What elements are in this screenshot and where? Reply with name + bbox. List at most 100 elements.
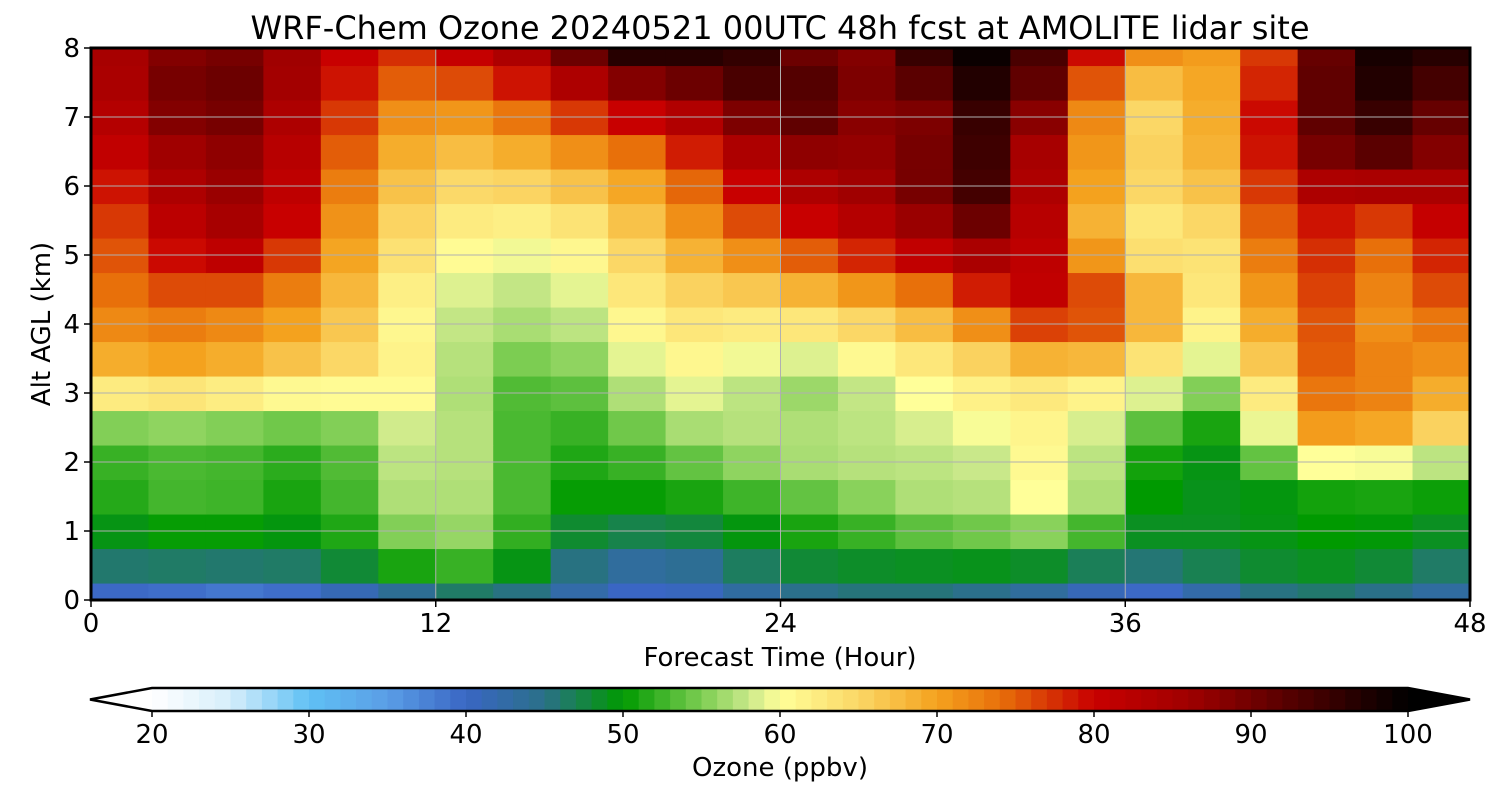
heatmap-cell: [263, 65, 322, 101]
heatmap-cell: [378, 582, 437, 601]
colorbar-cell: [889, 688, 907, 711]
heatmap-cell: [895, 134, 954, 170]
heatmap-cell: [1412, 48, 1471, 67]
heatmap-cell: [378, 341, 437, 377]
heatmap-cell: [91, 582, 150, 601]
heatmap-cell: [148, 203, 207, 239]
heatmap-cell: [435, 548, 495, 584]
heatmap-cell: [1067, 582, 1127, 601]
colorbar-cell: [591, 688, 608, 711]
colorbar-cell: [685, 688, 703, 711]
heatmap-cell: [1412, 65, 1471, 101]
heatmap-cell: [837, 272, 897, 308]
heatmap-cell: [1412, 548, 1471, 584]
heatmap-cell: [1182, 410, 1241, 446]
heatmap-cell: [952, 410, 1012, 446]
heatmap-cell: [780, 272, 839, 308]
colorbar-cell: [1172, 688, 1189, 711]
heatmap-cell: [608, 48, 667, 67]
heatmap-cell: [1240, 548, 1299, 584]
heatmap-cell: [665, 48, 724, 67]
colorbar-cell: [1125, 688, 1142, 711]
colorbar-cell: [1313, 688, 1331, 711]
heatmap-cell: [435, 479, 495, 515]
heatmap-cell: [320, 48, 380, 67]
heatmap-cell: [493, 582, 552, 601]
colorbar-cell: [1141, 688, 1158, 711]
heatmap-cell: [263, 548, 322, 584]
heatmap-cell: [608, 272, 667, 308]
colorbar-cell: [717, 688, 734, 711]
heatmap-cell: [1182, 134, 1241, 170]
colorbar-cell: [214, 688, 232, 711]
colorbar-cell: [230, 688, 247, 711]
y-tick-label: 7: [63, 103, 80, 133]
heatmap-cell: [780, 582, 839, 601]
colorbar-cell: [183, 688, 200, 711]
heatmap-cell: [1010, 272, 1069, 308]
colorbar-cell: [638, 688, 655, 711]
heatmap-cell: [895, 272, 954, 308]
heatmap-cell: [263, 48, 322, 67]
heatmap-cell: [1182, 341, 1241, 377]
heatmap-cell: [1240, 65, 1299, 101]
heatmap-cell: [1010, 548, 1069, 584]
heatmap-cell: [1412, 134, 1471, 170]
heatmap-cell: [493, 479, 552, 515]
heatmap-cell: [148, 410, 207, 446]
heatmap-cell: [1297, 479, 1356, 515]
heatmap-cell: [1010, 479, 1069, 515]
colorbar-tick-label: 90: [1234, 720, 1267, 750]
heatmap-cell: [837, 582, 897, 601]
colorbar-cell: [1251, 688, 1268, 711]
colorbar-cell: [1298, 688, 1315, 711]
heatmap-cell: [665, 582, 724, 601]
colorbar-cell: [1078, 688, 1095, 711]
heatmap-cell: [205, 341, 265, 377]
colorbar-cell: [1203, 688, 1221, 711]
heatmap-cell: [1412, 341, 1471, 377]
colorbar-cell: [1282, 688, 1299, 711]
x-axis-ticks: 0 12 24 36 48: [83, 600, 1487, 639]
heatmap-cell: [1067, 410, 1127, 446]
heatmap-cell: [780, 134, 839, 170]
heatmap-cell: [1125, 65, 1184, 101]
heatmap-cell: [952, 65, 1012, 101]
heatmap-cell: [320, 272, 380, 308]
heatmap-cell: [435, 203, 495, 239]
heatmap-cell: [952, 548, 1012, 584]
heatmap-cell: [837, 134, 897, 170]
colorbar: 20 30 40 50 60 70 80 90 100 Ozone (ppbv): [89, 686, 1471, 783]
heatmap-cell: [608, 134, 667, 170]
heatmap-cell: [263, 479, 322, 515]
heatmap-cell: [1125, 582, 1184, 601]
colorbar-cell: [607, 688, 624, 711]
heatmap-cell: [895, 203, 954, 239]
heatmap-cell: [493, 410, 552, 446]
heatmap-cell: [493, 272, 552, 308]
colorbar-cell: [309, 688, 326, 711]
heatmap-cell: [1010, 341, 1069, 377]
heatmap-cell: [1355, 548, 1414, 584]
colorbar-cell: [528, 688, 546, 711]
heatmap-cell: [837, 479, 897, 515]
heatmap-cell: [780, 479, 839, 515]
heatmap-cell: [378, 479, 437, 515]
heatmap-cell: [148, 548, 207, 584]
colorbar-cell: [1094, 688, 1111, 711]
heatmap-cell: [1355, 134, 1414, 170]
heatmap-cell: [263, 203, 322, 239]
heatmap-cell: [320, 341, 380, 377]
heatmap-cell: [723, 134, 782, 170]
heatmap-cell: [91, 65, 150, 101]
heatmap-cell: [608, 203, 667, 239]
heatmap-cell: [665, 65, 724, 101]
heatmap-cell: [205, 479, 265, 515]
colorbar-cell: [999, 688, 1017, 711]
heatmap-cell: [1010, 582, 1069, 601]
heatmap-cell: [493, 341, 552, 377]
colorbar-cell: [199, 688, 216, 711]
heatmap-cell: [1067, 134, 1127, 170]
heatmap-cell: [1067, 65, 1127, 101]
heatmap-cell: [608, 479, 667, 515]
